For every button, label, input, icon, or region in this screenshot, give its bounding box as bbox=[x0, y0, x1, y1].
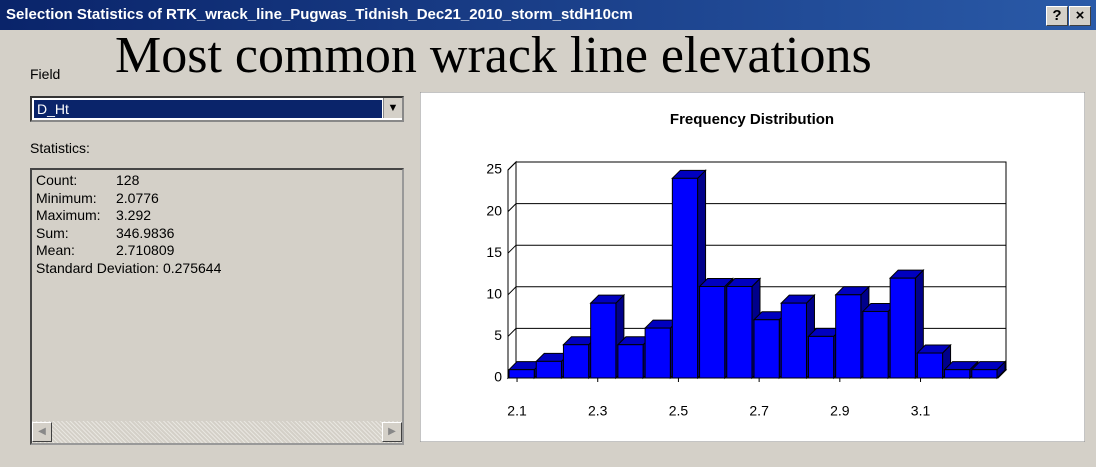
bar bbox=[699, 285, 726, 379]
y-tick-label: 10 bbox=[486, 286, 502, 302]
scrollbar[interactable]: ◀ ▶ bbox=[32, 421, 402, 443]
statistic-value: 346.9836 bbox=[116, 224, 175, 241]
bar bbox=[780, 302, 807, 379]
chart: Frequency Distribution 0 5 10 15 20 25 2.1 2.3 2… bbox=[420, 92, 1085, 442]
title-bar: Selection Statistics of RTK_wrack_line_P… bbox=[0, 0, 1096, 30]
bar bbox=[562, 344, 590, 379]
scroll-right[interactable]: ▶ bbox=[382, 422, 402, 442]
statistic-row: Sum: 346.9836 bbox=[36, 225, 174, 241]
bar bbox=[916, 352, 944, 379]
bar bbox=[726, 285, 753, 379]
y-tick-label: 15 bbox=[486, 244, 502, 260]
window-title: Selection Statistics of RTK_wrack_line_P… bbox=[6, 6, 633, 23]
help-button[interactable]: ? bbox=[1046, 6, 1068, 26]
statistic-name: Minimum: bbox=[36, 189, 97, 206]
statistic-row: Maximum: 3.292 bbox=[36, 207, 151, 223]
bar bbox=[617, 344, 644, 379]
grid-line bbox=[507, 244, 1006, 254]
x-tick-label: 2.1 bbox=[507, 403, 527, 419]
y-tick-label: 0 bbox=[494, 369, 502, 385]
bar bbox=[671, 177, 699, 379]
statistic-name: Count: bbox=[36, 172, 78, 188]
statistic-name: Maximum: bbox=[36, 207, 101, 223]
statistic-value: 2.710809 bbox=[116, 242, 175, 258]
close-button[interactable]: × bbox=[1069, 6, 1091, 26]
statistics-label: Statistics: bbox=[30, 140, 90, 156]
statistic-row: Mean: 2.710809 bbox=[36, 242, 174, 258]
statistic-row: Standard Deviation: 0.275644 bbox=[36, 260, 221, 276]
overlay-title: Most common wrack line elevations bbox=[115, 27, 872, 84]
field-value: D_Ht bbox=[34, 100, 382, 118]
statistic-value: 3.292 bbox=[116, 207, 152, 223]
bar bbox=[971, 369, 998, 379]
x-tick-label: 3.1 bbox=[911, 403, 931, 419]
bar bbox=[644, 327, 671, 379]
x-tick-label: 2.7 bbox=[749, 403, 769, 419]
bar bbox=[862, 310, 889, 379]
bar bbox=[753, 319, 780, 379]
statistic-name: Sum: bbox=[36, 224, 69, 241]
x-tick-label: 2.5 bbox=[669, 403, 689, 419]
statistic-name: Standard Deviation: bbox=[36, 259, 159, 276]
bar bbox=[889, 277, 916, 379]
x-tick-label: 2.9 bbox=[830, 403, 850, 419]
y-tick-label: 25 bbox=[486, 161, 502, 177]
chart-title: Frequency Distribution bbox=[670, 111, 834, 128]
statistic-row: Minimum: 2.0776 bbox=[36, 190, 159, 206]
chart-panel bbox=[420, 92, 1085, 442]
back-wall bbox=[507, 160, 517, 380]
scroll-left[interactable]: ◀ bbox=[32, 422, 52, 442]
statistic-row: Count: 128 bbox=[36, 172, 139, 188]
statistic-value: 2.0776 bbox=[116, 189, 159, 206]
field-label: Field bbox=[30, 66, 61, 82]
statistics-box: Standard Deviation: 0.275644 Mean: 2.710809… bbox=[30, 168, 404, 445]
grid-line bbox=[507, 203, 1006, 212]
bar bbox=[590, 302, 617, 379]
statistic-value: 0.275644 bbox=[162, 259, 222, 276]
dropdown-arrow[interactable]: ▼ bbox=[383, 98, 402, 118]
statistic-name: Mean: bbox=[36, 242, 75, 258]
bar bbox=[835, 294, 862, 379]
bar bbox=[508, 369, 535, 379]
field-dropdown[interactable]: D_Ht ▼ bbox=[30, 96, 404, 122]
bar bbox=[944, 369, 971, 379]
y-tick-label: 20 bbox=[486, 202, 502, 218]
bar bbox=[807, 335, 835, 379]
y-tick-label: 5 bbox=[494, 327, 502, 343]
grid-line bbox=[507, 161, 1006, 171]
grid-line bbox=[507, 286, 1006, 296]
bar bbox=[535, 360, 562, 379]
x-tick-label: 2.3 bbox=[588, 403, 608, 419]
statistic-value: 128 bbox=[116, 172, 140, 188]
